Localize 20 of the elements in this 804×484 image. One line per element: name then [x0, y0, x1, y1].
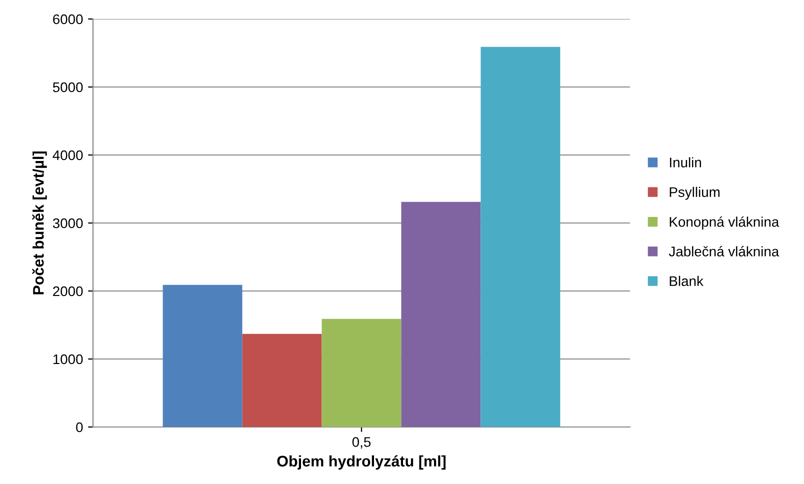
legend-label: Psyllium: [670, 186, 720, 200]
y-tick-label: 6000: [53, 14, 83, 24]
bar: [480, 46, 560, 427]
bar: [322, 318, 402, 427]
y-tick-label: 2000: [53, 286, 83, 296]
y-axis-title: Počet buněk [evt/µl]: [32, 152, 47, 294]
x-axis-title: Objem hydrolyzátu [ml]: [277, 455, 446, 470]
y-tick-label: 3000: [52, 218, 83, 228]
y-tick-label: 0: [76, 422, 83, 432]
x-tick-label: 0,5: [352, 437, 371, 449]
y-tick-label: 5000: [52, 82, 83, 92]
y-tick-label: 1000: [53, 354, 83, 364]
bar: [242, 334, 322, 427]
legend-label: Jablečná vláknina: [668, 246, 780, 256]
legend-label: Blank: [670, 276, 704, 286]
bar: [162, 284, 242, 427]
bar: [401, 202, 481, 427]
legend-label: Konopná vláknina: [670, 216, 780, 230]
legend-label: Inulin: [670, 157, 702, 168]
y-tick-label: 4000: [52, 150, 83, 160]
